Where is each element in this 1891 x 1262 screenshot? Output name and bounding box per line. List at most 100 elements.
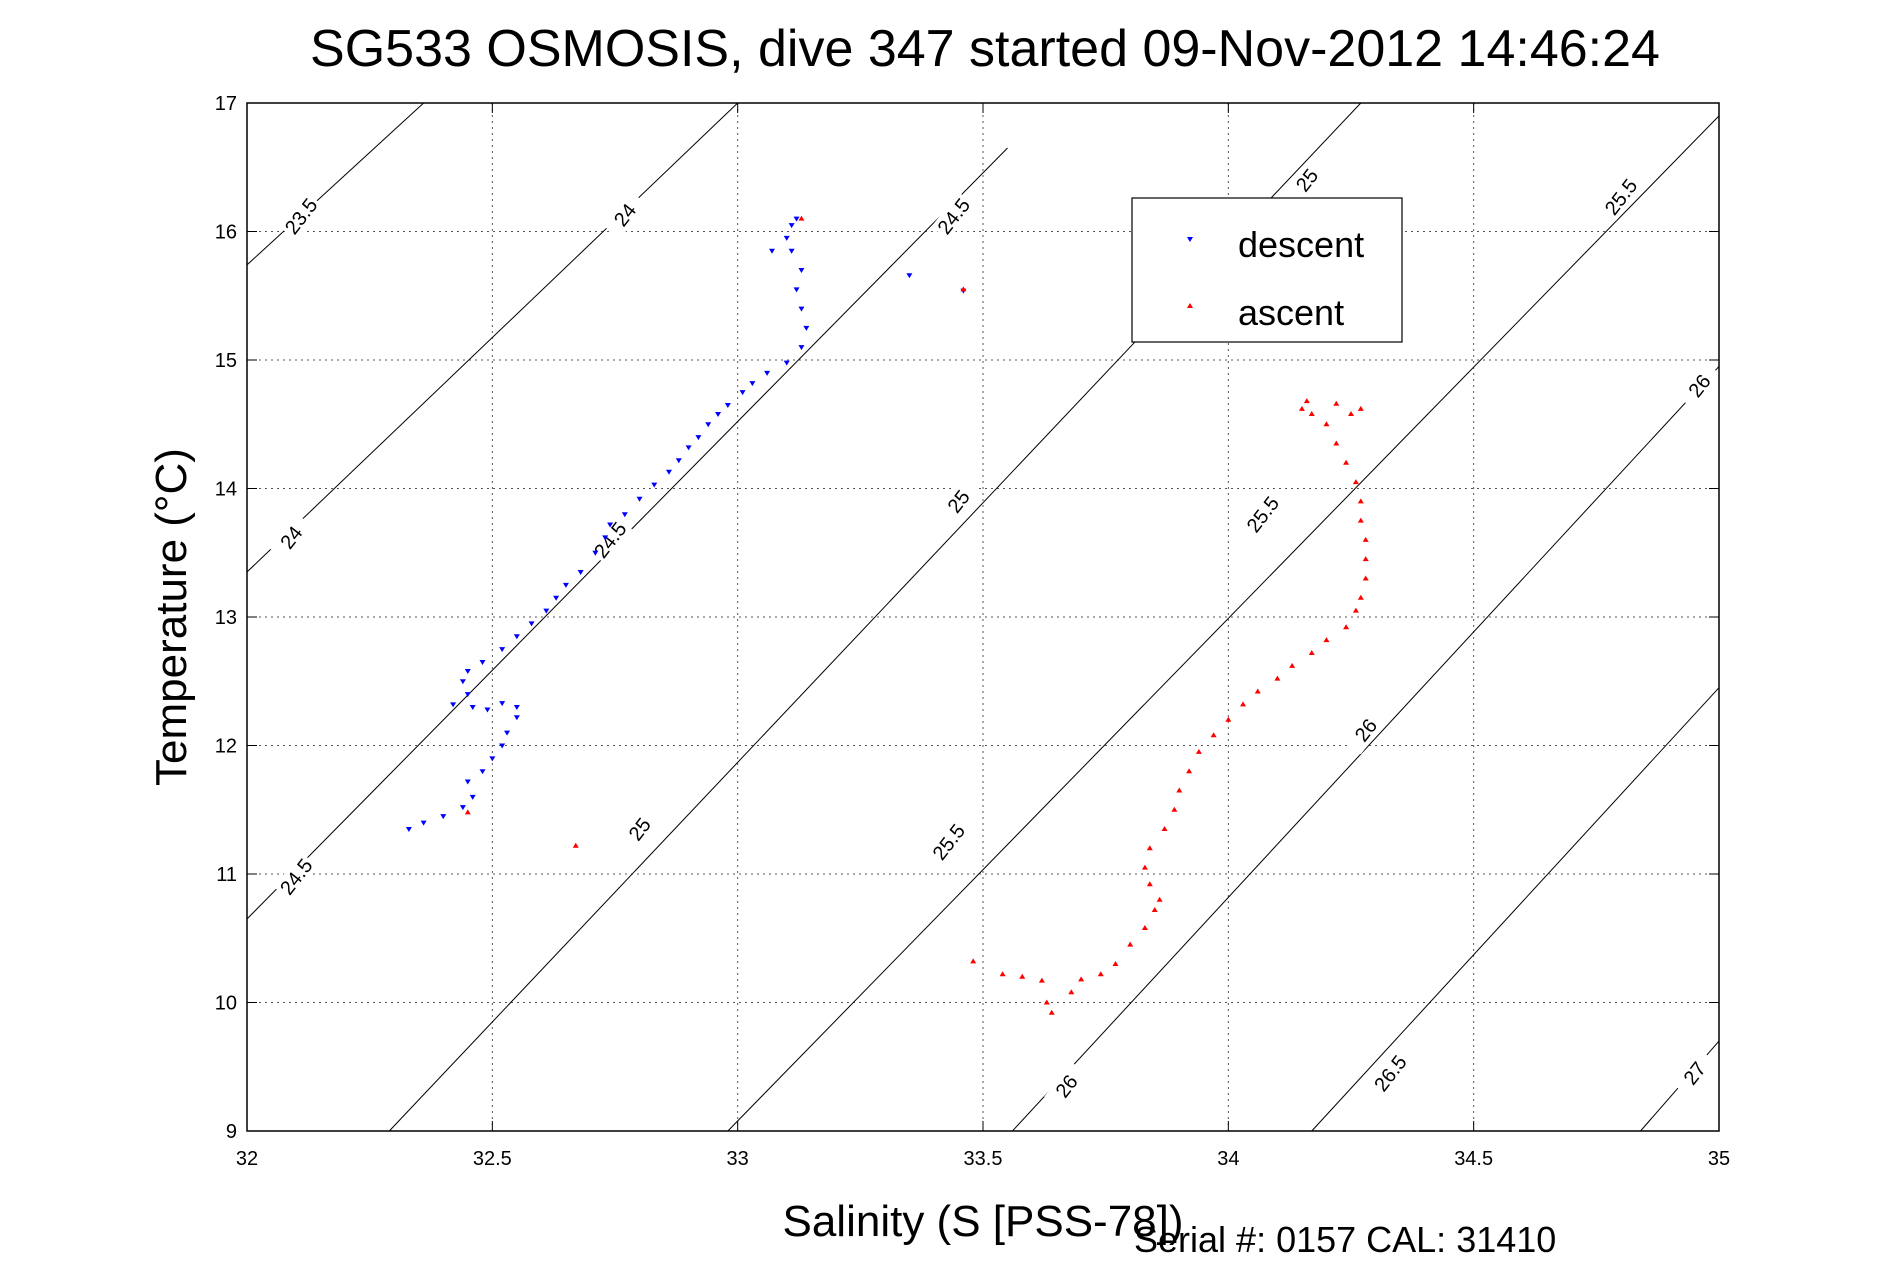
descent-point [783, 360, 790, 366]
ascent-point [1357, 405, 1364, 411]
ascent-point [1146, 881, 1153, 887]
descent-point [675, 458, 682, 464]
descent-point [793, 287, 800, 293]
descent-point [769, 248, 776, 254]
ascent-point [1357, 594, 1364, 600]
ascent-point [1112, 960, 1119, 966]
legend-marker-descent [1187, 237, 1193, 242]
x-tick-label: 32 [236, 1148, 258, 1170]
ascent-point [1289, 662, 1296, 668]
ascent-point [1141, 924, 1148, 930]
ascent-point [1156, 896, 1163, 902]
ascent-point [1348, 410, 1354, 416]
ascent-point [1151, 906, 1158, 912]
descent-point [651, 482, 658, 488]
ascent-point [1323, 421, 1330, 427]
descent-point [543, 608, 550, 614]
descent-point [636, 496, 643, 502]
ascent-point [1352, 479, 1359, 485]
legend-box [1131, 197, 1403, 343]
x-axis-label: Salinity (S [PSS-78]) [782, 1197, 1183, 1246]
y-tick-label: 9 [226, 1121, 237, 1143]
y-tick-label: 12 [215, 736, 237, 758]
descent-point [607, 522, 614, 528]
y-tick-label: 15 [215, 350, 237, 372]
descent-point [464, 779, 471, 785]
ascent-point [1362, 556, 1369, 562]
descent-point [621, 512, 628, 518]
descent-point [499, 647, 506, 653]
isopycnal-label-bg [268, 513, 314, 562]
descent-point [906, 273, 913, 279]
descent-point [798, 268, 805, 274]
y-tick-label: 13 [215, 607, 237, 629]
ascent-point [1357, 498, 1364, 504]
descent-point [788, 248, 795, 254]
x-tick-label: 32.5 [473, 1148, 512, 1170]
ascent-point [1298, 405, 1305, 411]
descent-point [798, 345, 805, 351]
isopycnal-label-bg [1343, 705, 1388, 755]
isopycnal-label-bg [1240, 490, 1285, 539]
legend: descent ascent [1131, 197, 1403, 343]
descent-point [440, 814, 447, 820]
ascent-point [1308, 410, 1315, 416]
ascent-point [1225, 716, 1232, 722]
descent-point [695, 435, 702, 441]
descent-point [528, 621, 535, 627]
descent-point [705, 422, 712, 428]
descent-point [504, 730, 511, 736]
descent-point [798, 306, 805, 312]
ascent-point [1068, 989, 1075, 995]
ascent-point [1357, 517, 1364, 523]
legend-label-descent: descent [1238, 224, 1364, 265]
axis-ticks: 32 32.5 33 33.5 34 34.5 35 9 10 11 12 13 14 15 16 17 [215, 93, 1730, 1170]
ascent-point [572, 842, 579, 848]
x-tick-label: 34 [1217, 1148, 1239, 1170]
isopycnal-label-bg [926, 817, 971, 866]
data-points [405, 215, 1369, 1015]
descent-point [459, 805, 466, 811]
ascent-point [1186, 768, 1193, 774]
ascent-point [1127, 941, 1134, 947]
x-tick-label: 33 [727, 1148, 749, 1170]
descent-point [793, 216, 800, 222]
descent-point [489, 756, 496, 762]
y-axis-label: Temperature (°C) [147, 448, 196, 786]
isopycnal-label-bg [1598, 172, 1644, 221]
ascent-point [1362, 575, 1369, 581]
descent-point [553, 595, 560, 601]
descent-point [484, 707, 491, 713]
ascent-point [1303, 398, 1310, 404]
ascent-point [1161, 826, 1168, 832]
ascent-point [1038, 977, 1045, 983]
grid [247, 103, 1719, 1131]
x-tick-label: 34.5 [1454, 1148, 1493, 1170]
isopycnal-label-bg [1672, 1049, 1717, 1098]
descent-point [450, 702, 457, 708]
isopycnal-label-bg [617, 804, 662, 854]
ascent-point [1176, 787, 1183, 793]
isopycnal-line [1311, 687, 1720, 1132]
ascent-point [960, 286, 967, 292]
y-tick-label: 14 [215, 479, 237, 501]
ascent-point [1195, 748, 1202, 754]
x-tick-label: 35 [1708, 1148, 1730, 1170]
descent-point [469, 794, 476, 800]
ascent-point [1274, 675, 1281, 681]
descent-point [739, 390, 746, 396]
descent-point [405, 827, 412, 833]
ascent-point [1323, 637, 1330, 643]
legend-label-ascent: ascent [1238, 292, 1344, 333]
ascent-point [1308, 649, 1315, 655]
descent-point [724, 402, 731, 408]
ascent-point [1048, 1009, 1055, 1015]
ascent-point [464, 809, 471, 815]
descent-point [803, 325, 810, 331]
descent-point [464, 692, 471, 698]
descent-point [665, 469, 672, 475]
ascent-point [1097, 971, 1104, 977]
y-tick-label: 10 [215, 993, 237, 1015]
ascent-point [1240, 701, 1247, 707]
